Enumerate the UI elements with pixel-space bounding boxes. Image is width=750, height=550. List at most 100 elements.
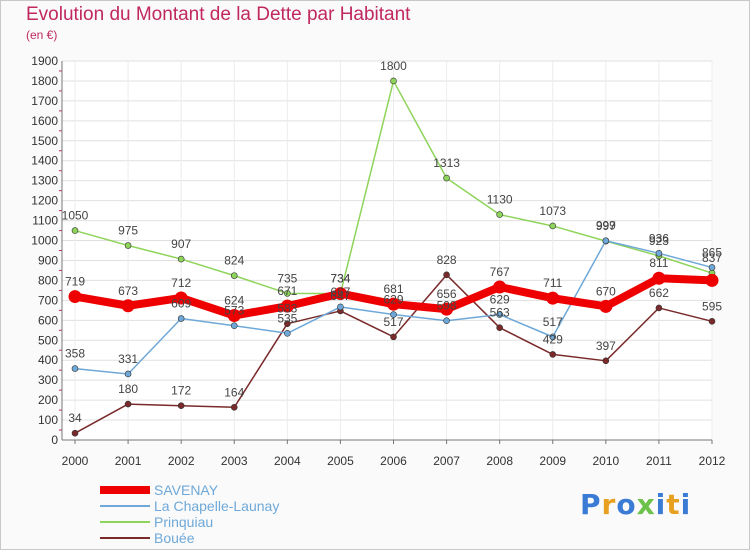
data-label: 429 <box>543 332 563 346</box>
data-point <box>230 272 238 279</box>
data-point <box>68 290 82 304</box>
data-label: 180 <box>118 382 138 396</box>
y-tick-label: 200 <box>38 393 58 407</box>
data-label: 673 <box>118 284 138 298</box>
data-point <box>549 351 557 358</box>
data-label: 670 <box>596 284 616 298</box>
data-point <box>602 357 610 365</box>
logo-letter: x <box>636 488 656 521</box>
y-tick-label: 300 <box>38 373 58 387</box>
data-point <box>496 324 503 331</box>
data-label: 647 <box>330 289 350 303</box>
x-tick-label: 2012 <box>699 454 726 468</box>
data-point <box>443 271 450 279</box>
proxiti-logo: Proxiti <box>580 488 691 521</box>
legend-swatch <box>100 486 150 494</box>
y-tick-label: 1900 <box>31 54 58 68</box>
data-point <box>177 315 185 322</box>
data-label: 936 <box>649 231 669 245</box>
data-point <box>177 402 185 409</box>
y-tick-label: 1700 <box>31 94 58 108</box>
data-label: 1050 <box>62 209 89 223</box>
data-point <box>124 400 132 408</box>
data-point <box>124 370 132 378</box>
data-point <box>599 299 613 313</box>
data-label: 624 <box>224 294 244 308</box>
x-tick-label: 2008 <box>486 454 513 468</box>
data-label: 735 <box>277 271 297 285</box>
data-label: 563 <box>490 306 510 320</box>
data-label: 535 <box>277 311 297 325</box>
data-label: 734 <box>330 272 350 286</box>
legend-label: SAVENAY <box>154 482 219 498</box>
data-point <box>443 317 450 325</box>
data-point <box>124 242 132 249</box>
data-label: 629 <box>383 293 403 307</box>
data-label: 172 <box>171 384 191 398</box>
data-point <box>390 333 397 341</box>
y-tick-label: 1000 <box>31 234 58 248</box>
x-tick-label: 2009 <box>539 454 566 468</box>
data-label: 34 <box>68 411 82 425</box>
data-label: 865 <box>702 245 722 259</box>
data-point <box>280 299 294 313</box>
data-point <box>496 311 503 318</box>
data-point <box>284 329 291 337</box>
plot-area <box>62 61 712 440</box>
y-tick-label: 1100 <box>32 214 58 228</box>
data-point <box>390 311 397 318</box>
legend-swatch <box>100 521 150 523</box>
data-point <box>549 222 557 230</box>
data-label: 629 <box>490 293 510 307</box>
data-label: 828 <box>437 253 457 267</box>
data-label: 767 <box>490 265 510 279</box>
logo-letter: i <box>655 488 667 521</box>
x-tick-label: 2001 <box>115 454 142 468</box>
data-label: 711 <box>543 276 562 290</box>
y-tick-label: 1800 <box>31 74 58 88</box>
data-label: 1073 <box>539 204 566 218</box>
x-tick-label: 2006 <box>380 454 407 468</box>
data-label: 656 <box>437 287 457 301</box>
y-tick-label: 400 <box>38 353 58 367</box>
data-label: 997 <box>596 219 616 233</box>
data-point <box>227 309 241 323</box>
data-point <box>177 255 185 263</box>
legend-swatch <box>100 505 150 507</box>
data-label: 907 <box>171 237 191 251</box>
x-tick-label: 2007 <box>433 454 460 468</box>
data-label: 671 <box>277 284 297 298</box>
x-tick-label: 2011 <box>646 454 672 468</box>
data-point <box>546 291 560 305</box>
x-tick-label: 2000 <box>62 454 89 468</box>
y-tick-label: 1200 <box>31 194 58 208</box>
data-label: 1313 <box>433 156 460 170</box>
logo-letter: P <box>580 488 602 521</box>
data-point <box>652 271 666 285</box>
data-point <box>705 273 719 287</box>
data-label: 517 <box>383 315 403 329</box>
data-point <box>708 264 716 271</box>
x-tick-label: 2004 <box>274 454 301 468</box>
data-point <box>602 237 610 245</box>
chart-unit: (en €) <box>26 28 58 42</box>
data-label: 358 <box>65 347 85 361</box>
data-label: 667 <box>330 285 350 299</box>
y-tick-label: 100 <box>38 413 58 427</box>
data-point <box>493 280 507 294</box>
data-label: 975 <box>118 224 138 238</box>
data-point <box>655 249 663 257</box>
data-label: 595 <box>702 299 722 313</box>
y-tick-label: 800 <box>38 273 58 287</box>
data-label: 719 <box>65 275 85 289</box>
y-tick-label: 0 <box>51 433 58 447</box>
data-point <box>655 304 663 312</box>
logo-letter: o <box>616 488 637 521</box>
data-point <box>337 303 344 311</box>
data-label: 999 <box>596 219 616 233</box>
data-point <box>284 320 291 328</box>
data-label: 681 <box>383 282 403 296</box>
data-label: 1800 <box>380 59 407 73</box>
data-point <box>549 333 557 341</box>
